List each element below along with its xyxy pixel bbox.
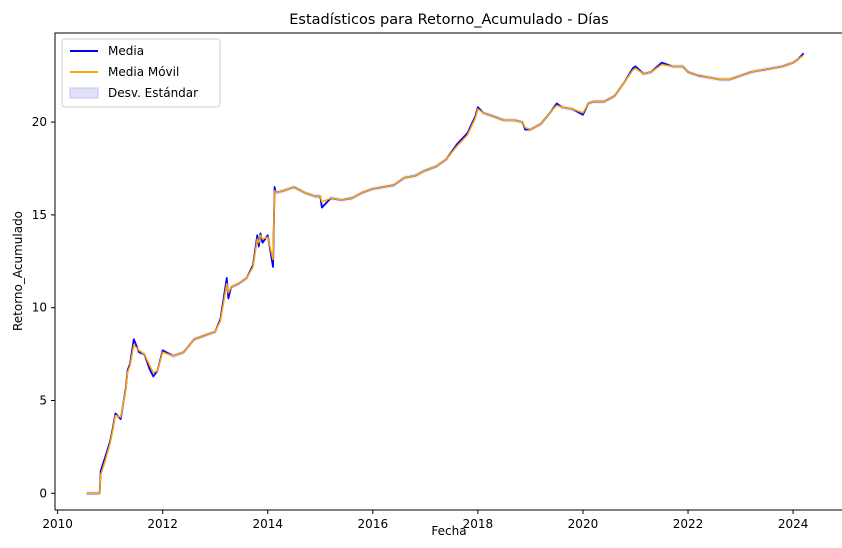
plot-frame [54,32,842,511]
y-tick-label: 5 [39,393,47,407]
y-tick-label: 20 [32,115,47,129]
x-tick-label: 2020 [568,517,599,531]
x-tick-label: 2022 [673,517,704,531]
y-tick-label: 15 [32,208,47,222]
x-tick-label: 2016 [358,517,389,531]
x-tick-label: 2012 [147,517,178,531]
legend-label: Media [108,44,144,58]
plot-area [54,32,842,511]
x-axis: 2010 2012 2014 2016 2018 2020 2022 2024 [42,510,808,531]
series-line-media-movil [86,54,805,495]
x-tick-label: 2010 [42,517,73,531]
x-tick-label: 2018 [463,517,494,531]
legend-box [61,38,221,108]
legend-label: Media Móvil [108,65,179,79]
series-layer [86,52,805,495]
y-axis-title: Retorno_Acumulado [11,211,25,331]
legend-swatch-band [69,87,99,99]
x-tick-label: 2024 [778,517,809,531]
y-tick-label: 0 [39,486,47,500]
x-axis-title: Fecha [431,524,466,538]
y-tick-label: 10 [32,301,47,315]
chart-title: Estadísticos para Retorno_Acumulado - Dí… [289,12,608,28]
legend: Media Media Móvil Desv. Estándar [61,38,221,108]
legend-label: Desv. Estándar [108,86,198,100]
x-tick-label: 2014 [252,517,283,531]
y-axis: 0 5 10 15 20 [32,115,55,500]
